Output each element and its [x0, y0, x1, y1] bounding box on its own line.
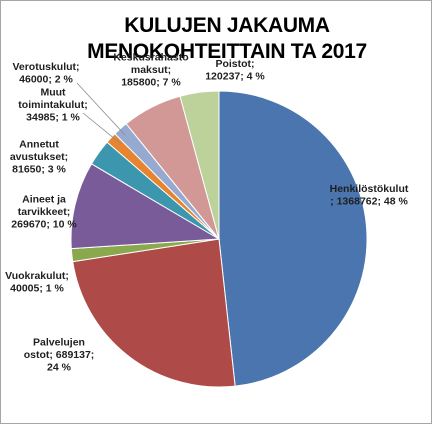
- data-label-verotuskulut: Verotuskulut; 46000; 2 %: [12, 61, 79, 86]
- data-labels: Henkilöstökulut; 1368762; 48 % Palvelujen…: [5, 52, 409, 374]
- leader-lines: [76, 82, 126, 145]
- chart-title-line-2: MENOKOHTEITTAIN TA 2017: [87, 40, 367, 63]
- chart-title-line-1: KULUJEN JAKAUMA: [124, 14, 330, 37]
- data-label-palvelujen-ostot: Palvelujen ostot; 689137; 24 %: [24, 337, 95, 374]
- data-label-keskusrahasto-maksut: Keskusrahasto maksut; 185800; 7 %: [113, 52, 188, 89]
- data-label-aineet-ja-tarvikkeet: Aineet ja tarvikkeet; 269670; 10 %: [11, 194, 77, 231]
- data-label-vuokrakulut: Vuokrakulut; 40005; 1 %: [5, 270, 69, 295]
- pie-slice-aineet-ja-tarvikkeet: [70, 163, 221, 250]
- leader-line-verotuskulut: [76, 82, 126, 136]
- data-label-poistot: Poistot; 120237; 4 %: [205, 58, 265, 83]
- pie-slices: [70, 90, 368, 388]
- data-label-henkilostokulut: Henkilöstökulut; 1368762; 48 %: [330, 183, 409, 208]
- data-label-muut-toimintakulut: Muut toimintakulut; 34985; 1 %: [18, 87, 87, 124]
- leader-line-muut-toimintakulut: [82, 112, 122, 145]
- pie-slice-palvelujen-ostot: [72, 238, 236, 388]
- data-label-annetut-avustukset: Annetut avustukset; 81650; 3 %: [10, 139, 68, 176]
- pie-slice-henkilostokulut: [218, 90, 368, 387]
- pie-slice-poistot: [179, 90, 220, 240]
